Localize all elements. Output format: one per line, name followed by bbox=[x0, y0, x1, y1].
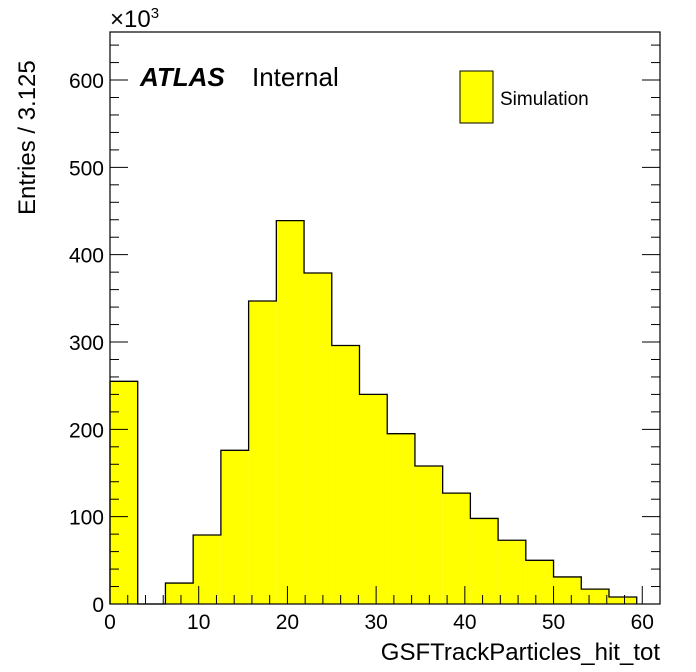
y-tick-label: 600 bbox=[69, 70, 104, 93]
histogram-bar bbox=[525, 560, 554, 604]
x-tick-label: 40 bbox=[453, 611, 476, 634]
y-tick-label: 500 bbox=[69, 157, 104, 180]
y-axis-title: Entries / 3.125 bbox=[14, 60, 41, 215]
histogram-bar bbox=[304, 273, 332, 604]
histogram-bar bbox=[359, 394, 388, 604]
y-tick-label: 200 bbox=[69, 419, 104, 442]
histogram-bar bbox=[110, 381, 138, 604]
y-tick-label: 300 bbox=[69, 332, 104, 355]
histogram-bar bbox=[193, 535, 221, 604]
x-axis-ticks: 0 10 20 30 40 50 60 bbox=[104, 586, 661, 634]
x-tick-label: 10 bbox=[187, 611, 210, 634]
internal-label: Internal bbox=[252, 62, 339, 92]
x-tick-label: 60 bbox=[631, 611, 654, 634]
x-tick-label: 20 bbox=[276, 611, 299, 634]
histogram-bar bbox=[276, 220, 305, 604]
histogram-bars bbox=[109, 219, 638, 605]
x-axis-title: GSFTrackParticles_hit_tot bbox=[381, 639, 661, 666]
histogram-outline bbox=[109, 219, 638, 605]
y-multiplier-label: ×103 bbox=[110, 5, 159, 33]
histogram-bar bbox=[470, 518, 499, 604]
x-tick-label: 50 bbox=[542, 611, 565, 634]
x-tick-label: 30 bbox=[364, 611, 387, 634]
histogram-bar bbox=[165, 583, 194, 604]
histogram-bar bbox=[608, 597, 637, 604]
histogram-bar bbox=[331, 345, 360, 604]
histogram-bar bbox=[581, 589, 609, 604]
histogram-bar bbox=[498, 540, 526, 604]
y-tick-label: 400 bbox=[69, 245, 104, 268]
histogram-bar bbox=[442, 493, 471, 604]
x-tick-label: 0 bbox=[104, 611, 116, 634]
y-tick-label: 0 bbox=[92, 594, 104, 617]
y-tick-label: 100 bbox=[69, 507, 104, 530]
axes-frame bbox=[109, 31, 661, 605]
histogram-bar bbox=[220, 450, 249, 604]
atlas-label: ATLAS bbox=[139, 62, 225, 92]
y-axis-ticks: 0 100 200 300 400 500 600 bbox=[69, 44, 660, 617]
histogram-bar bbox=[414, 466, 443, 604]
legend-simulation-label: Simulation bbox=[500, 89, 589, 110]
histogram-bar bbox=[553, 576, 582, 604]
plot-frame bbox=[109, 31, 661, 605]
legend-simulation-swatch bbox=[459, 70, 494, 124]
histogram-bar bbox=[387, 433, 415, 604]
histogram-bar bbox=[248, 300, 277, 604]
